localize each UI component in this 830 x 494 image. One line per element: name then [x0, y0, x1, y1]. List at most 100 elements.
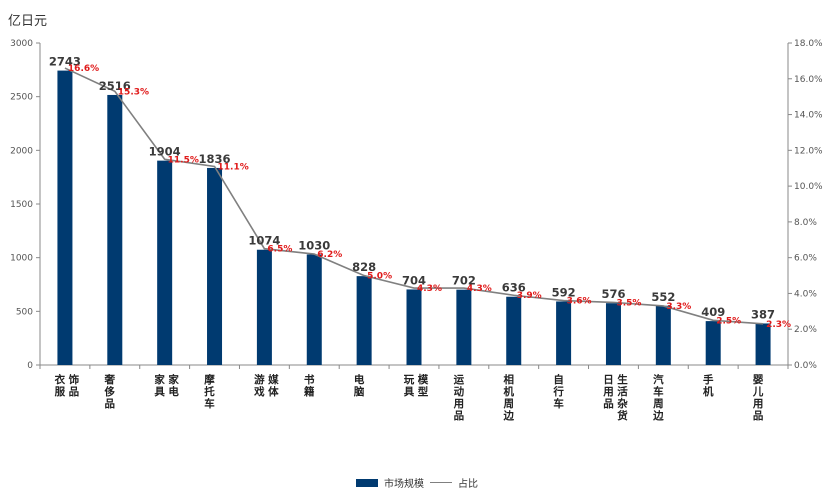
category-label-char: 具	[153, 386, 165, 398]
legend-bar-swatch	[356, 478, 378, 487]
right-tick-label: 4.0%	[794, 289, 817, 299]
share-percent-label: 6.2%	[317, 250, 342, 260]
share-percent-label: 11.5%	[168, 155, 199, 165]
right-tick-label: 6.0%	[794, 254, 817, 264]
bar	[57, 70, 73, 366]
category-label-char: 品	[105, 398, 116, 410]
share-percent-label: 4.3%	[467, 284, 492, 294]
bar-value-label: 2743	[49, 55, 81, 69]
share-percent-label: 3.9%	[517, 291, 542, 301]
category-label-char: 运	[454, 374, 465, 386]
bar-value-label: 636	[502, 281, 526, 295]
category-label: 电脑	[354, 373, 365, 398]
category-label-char: 模	[418, 373, 429, 386]
category-label-char: 书	[304, 373, 315, 386]
category-label-char: 自	[553, 373, 564, 386]
category-label: 自行车	[552, 373, 564, 410]
share-percent-label: 3.5%	[616, 298, 641, 308]
bar-value-label: 1030	[298, 238, 330, 252]
category-label-char: 品	[753, 410, 764, 422]
bar-value-label: 409	[701, 305, 725, 319]
bar-value-label: 702	[452, 274, 476, 288]
bar-value-label: 828	[352, 260, 376, 274]
legend-bar-label: 市场规模	[384, 479, 424, 490]
legend: 市场规模 占比	[356, 475, 478, 490]
bar-value-label: 2516	[99, 79, 131, 93]
category-label-char: 手	[703, 373, 714, 386]
bar	[655, 305, 671, 365]
category-label-char: 电	[354, 373, 365, 386]
right-tick-label: 10.0%	[794, 182, 823, 192]
bar	[456, 289, 472, 365]
category-label-char: 周	[503, 398, 514, 410]
bar	[605, 303, 621, 365]
bar-series	[57, 70, 771, 366]
left-tick-label: 2000	[10, 146, 33, 156]
category-label-char: 动	[454, 385, 465, 398]
left-tick-label: 2500	[10, 93, 33, 103]
category-label-char: 货	[616, 409, 628, 422]
category-label-char: 奢	[104, 373, 116, 386]
category-label-char: 杂	[617, 397, 628, 410]
category-label-char: 具	[403, 386, 415, 398]
category-label-char: 周	[653, 398, 664, 410]
right-tick-label: 16.0%	[794, 75, 823, 85]
bar	[556, 301, 572, 365]
category-labels: 衣服饰品奢侈品家具家电摩托车游戏媒体书籍电脑玩具模型运动用品相机周边自行车日用品…	[55, 373, 764, 422]
category-label-char: 机	[503, 385, 514, 398]
category-label-char: 机	[703, 385, 714, 398]
share-percent-label: 5.0%	[367, 272, 392, 282]
category-label-char: 生	[617, 373, 628, 386]
category-label: 摩托车	[204, 373, 215, 410]
left-tick-label: 3000	[10, 39, 33, 49]
bar-value-label: 1836	[199, 152, 231, 166]
category-label-char: 玩	[404, 374, 415, 386]
share-percent-label: 4.3%	[417, 284, 442, 294]
right-tick-label: 8.0%	[794, 218, 817, 228]
category-label-char: 活	[617, 385, 628, 398]
left-tick-label: 0	[27, 361, 33, 371]
category-label: 手机	[703, 373, 714, 398]
category-label-char: 脑	[354, 385, 365, 398]
category-label-char: 用	[752, 398, 764, 410]
share-percent-label: 2.5%	[716, 316, 741, 326]
category-label-char: 饰	[69, 373, 80, 386]
bar-value-label: 592	[552, 285, 576, 299]
category-label-char: 游	[254, 373, 265, 386]
category-label-char: 品	[454, 410, 465, 422]
category-label-char: 品	[603, 398, 614, 410]
category-label-char: 服	[55, 386, 66, 398]
category-label-char: 相	[503, 373, 514, 386]
category-label-char: 品	[69, 386, 80, 398]
left-tick-label: 500	[16, 307, 33, 317]
share-percent-label: 2.3%	[766, 320, 791, 330]
category-label-char: 边	[652, 409, 664, 422]
category-label-char: 家	[154, 373, 165, 386]
category-label-char: 媒	[267, 373, 279, 386]
share-percent-label: 16.6%	[68, 64, 99, 74]
share-percent-label: 3.6%	[567, 297, 592, 307]
category-label-char: 戏	[253, 385, 265, 398]
category-label-char: 家	[168, 373, 179, 386]
category-label-char: 体	[268, 385, 279, 398]
bar	[207, 167, 223, 365]
category-label: 奢侈品	[104, 373, 116, 410]
bar	[256, 249, 272, 365]
category-label-char: 汽	[653, 373, 664, 386]
category-label-char: 摩	[204, 373, 215, 386]
category-label-char: 边	[502, 409, 514, 422]
bar	[356, 276, 372, 365]
bar-value-label: 387	[751, 307, 775, 321]
category-label-char: 电	[168, 385, 179, 398]
bar	[755, 323, 771, 365]
right-tick-label: 18.0%	[794, 39, 823, 49]
category-label-char: 车	[653, 385, 664, 398]
category-label: 书籍	[303, 373, 315, 398]
share-line	[64, 67, 764, 325]
